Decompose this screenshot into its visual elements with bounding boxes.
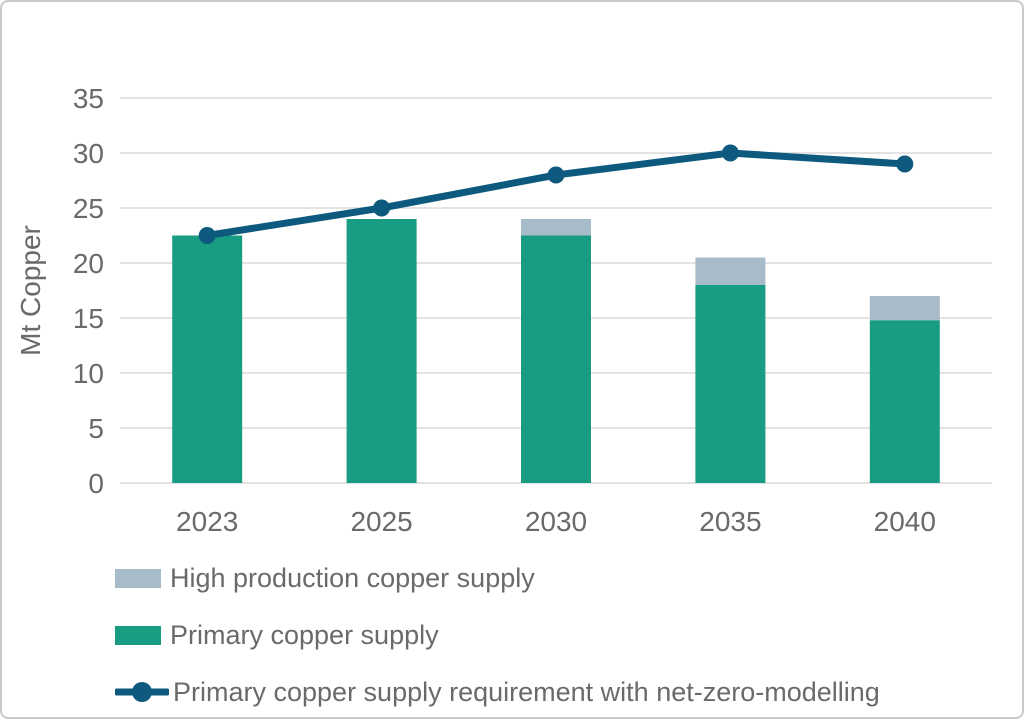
legend-swatch-primary-supply-icon	[115, 625, 161, 645]
legend-label-primary-supply: Primary copper supply	[170, 619, 439, 650]
legend-item-high-production-copper-supply: High production copper supply	[115, 558, 880, 598]
svg-text:20: 20	[73, 248, 104, 279]
svg-text:2035: 2035	[699, 506, 761, 537]
legend-item-supply-requirement-line: Primary copper supply requirement with n…	[115, 672, 880, 712]
svg-text:Mt Copper: Mt Copper	[15, 225, 46, 356]
svg-text:25: 25	[73, 193, 104, 224]
svg-text:30: 30	[73, 138, 104, 169]
legend-label-high-production: High production copper supply	[170, 562, 535, 593]
svg-text:35: 35	[73, 83, 104, 114]
legend-item-primary-copper-supply: Primary copper supply	[115, 615, 880, 655]
svg-text:5: 5	[88, 413, 104, 444]
legend-label-supply-requirement: Primary copper supply requirement with n…	[173, 676, 880, 707]
svg-text:2025: 2025	[350, 506, 412, 537]
line-dot-marker-icon	[115, 682, 169, 702]
svg-text:2023: 2023	[176, 506, 238, 537]
svg-text:15: 15	[73, 303, 104, 334]
svg-text:2040: 2040	[874, 506, 936, 537]
chart-legend: High production copper supply Primary co…	[115, 558, 880, 717]
svg-text:10: 10	[73, 358, 104, 389]
legend-swatch-high-production-icon	[115, 568, 161, 588]
svg-text:0: 0	[88, 468, 104, 499]
svg-text:2030: 2030	[525, 506, 587, 537]
